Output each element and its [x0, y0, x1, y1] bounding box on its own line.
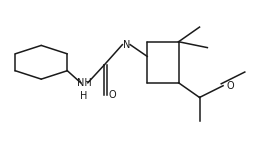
- Text: O: O: [227, 81, 235, 91]
- Text: H: H: [80, 91, 88, 101]
- Text: NH: NH: [77, 78, 91, 88]
- Text: N: N: [123, 40, 130, 50]
- Text: O: O: [109, 90, 116, 99]
